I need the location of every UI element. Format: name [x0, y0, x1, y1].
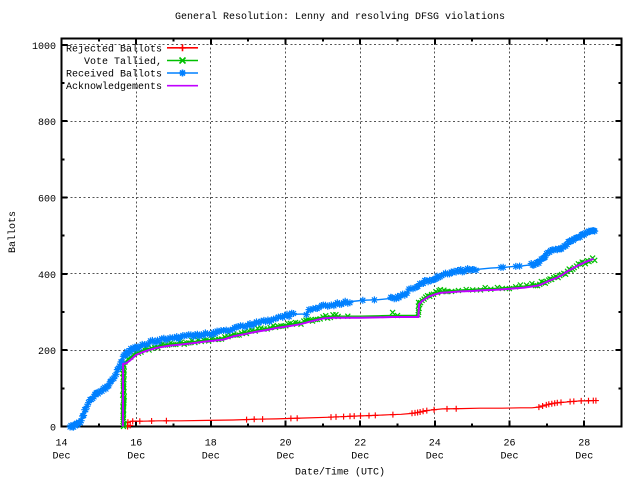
svg-text:Dec: Dec: [202, 452, 220, 463]
svg-text:Date/Time (UTC): Date/Time (UTC): [295, 467, 385, 479]
svg-text:18: 18: [205, 439, 217, 450]
svg-text:200: 200: [38, 347, 56, 358]
svg-text:14: 14: [55, 439, 67, 450]
svg-text:26: 26: [503, 439, 515, 450]
svg-text:0: 0: [50, 424, 56, 435]
svg-text:General Resolution: Lenny and: General Resolution: Lenny and resolving …: [175, 11, 505, 23]
svg-text:600: 600: [38, 195, 56, 206]
svg-text:Dec: Dec: [575, 452, 593, 463]
svg-text:Received Ballots: Received Ballots: [66, 69, 162, 81]
svg-text:800: 800: [38, 118, 56, 129]
svg-text:28: 28: [578, 439, 590, 450]
svg-text:Dec: Dec: [426, 452, 444, 463]
svg-text:Dec: Dec: [276, 452, 294, 463]
svg-text:Dec: Dec: [52, 452, 70, 463]
svg-text:Dec: Dec: [500, 452, 518, 463]
svg-text:Vote Tallied,: Vote Tallied,: [84, 56, 162, 68]
svg-text:20: 20: [279, 439, 291, 450]
svg-text:16: 16: [130, 439, 142, 450]
svg-text:Dec: Dec: [351, 452, 369, 463]
svg-text:24: 24: [429, 439, 441, 450]
svg-text:Dec: Dec: [127, 452, 145, 463]
svg-text:400: 400: [38, 271, 56, 282]
svg-text:1000: 1000: [32, 42, 56, 53]
svg-text:Ballots: Ballots: [7, 211, 19, 253]
svg-text:22: 22: [354, 439, 366, 450]
svg-text:Rejected Ballots: Rejected Ballots: [66, 43, 162, 55]
svg-text:Acknowledgements: Acknowledgements: [66, 81, 162, 93]
